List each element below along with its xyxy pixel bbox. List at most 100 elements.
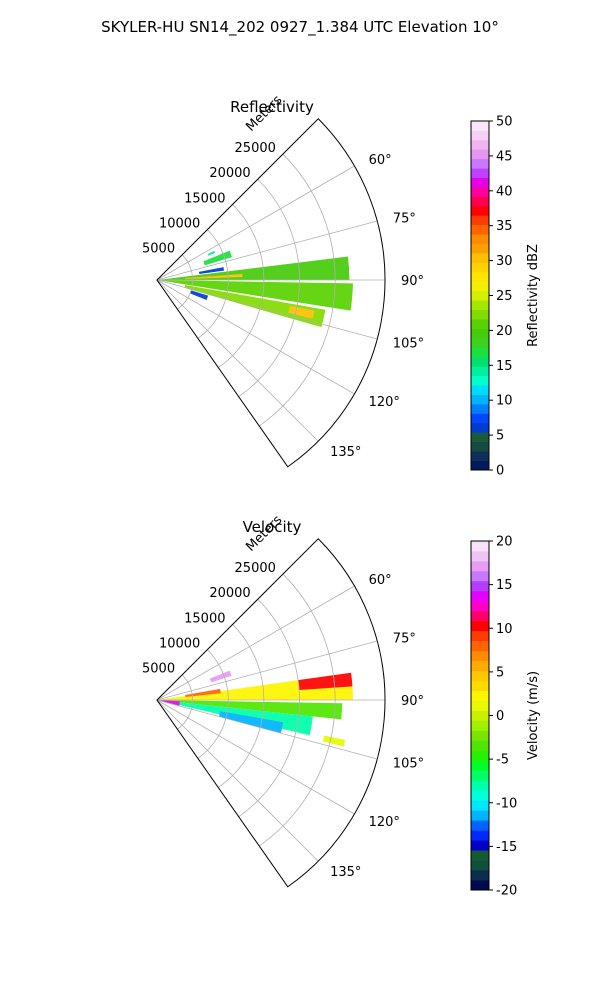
colorbar-swatch	[471, 168, 489, 178]
echo-band	[218, 711, 284, 734]
colorbar-swatch	[471, 441, 489, 452]
colorbar-swatch	[471, 403, 489, 414]
colorbar-tick-label: 5	[496, 429, 504, 444]
colorbar-swatch	[471, 177, 489, 188]
colorbar-swatch	[471, 730, 489, 741]
figure-title: SKYLER-HU SN14_202 0927_1.384 UTC Elevat…	[101, 18, 499, 37]
colorbar-swatch	[471, 850, 489, 861]
range-tick-label: 5000	[142, 662, 175, 677]
azimuth-tick-label: 120°	[369, 815, 400, 830]
azimuth-tick-label: 135°	[330, 445, 361, 460]
reflectivity-panel: Reflectivity500010000150002000025000Mete…	[142, 92, 541, 478]
range-tick-label: 25000	[235, 141, 276, 156]
sector-outline	[156, 118, 386, 468]
colorbar: -20 -15 -10 -5 0 5 10 15 20 Velocity (m/s)	[470, 535, 541, 899]
colorbar-tick-label: -10	[496, 796, 517, 811]
colorbar-swatch	[471, 309, 489, 320]
azimuth-gridline	[156, 585, 355, 701]
colorbar-tick-label: 20	[496, 535, 513, 550]
colorbar-swatch	[471, 750, 489, 761]
azimuth-tick-label: 60°	[369, 573, 392, 588]
colorbar-swatch	[471, 271, 489, 282]
colorbar-swatch	[471, 780, 489, 791]
colorbar-tick-label: 20	[496, 324, 513, 339]
colorbar-swatch	[471, 253, 489, 263]
range-ring	[258, 153, 336, 427]
colorbar-tick-label: 10	[496, 622, 513, 637]
subplot-title: Reflectivity	[230, 98, 314, 116]
colorbar-swatch	[471, 541, 489, 552]
colorbar-tick-label: 30	[496, 254, 513, 269]
azimuth-tick-label: 135°	[330, 865, 361, 880]
echo-band	[160, 256, 350, 280]
range-ring	[197, 229, 229, 339]
colorbar-label: Reflectivity dBZ	[526, 244, 541, 347]
colorbar-swatch	[471, 385, 489, 395]
velocity-panel: Velocity500010000150002000025000Meters60…	[142, 512, 541, 898]
colorbar-tick-label: 40	[496, 184, 513, 199]
azimuth-gridline	[156, 220, 378, 281]
echo-band	[160, 280, 353, 311]
azimuth-tick-label: 105°	[393, 757, 424, 772]
colorbar-swatch	[471, 394, 489, 405]
colorbar-swatch	[471, 830, 489, 841]
colorbar-swatch	[471, 670, 489, 681]
colorbar-tick-label: -5	[496, 753, 509, 768]
azimuth-tick-label: 105°	[393, 337, 424, 352]
colorbar-swatch	[471, 820, 489, 831]
range-tick-label: 25000	[235, 561, 276, 576]
colorbar-swatch	[471, 650, 489, 662]
colorbar-swatch	[471, 121, 489, 131]
azimuth-tick-label: 60°	[369, 153, 392, 168]
azimuth-tick-label: 75°	[393, 211, 416, 226]
azimuth-gridline	[156, 699, 319, 862]
colorbar-swatch	[471, 790, 489, 801]
colorbar-swatch	[471, 580, 489, 592]
range-ring	[218, 624, 265, 788]
azimuth-tick-label: 90°	[401, 274, 424, 289]
echo-band	[203, 250, 232, 266]
colorbar-swatch	[471, 413, 489, 424]
range-tick-label: 10000	[159, 637, 200, 652]
colorbar-swatch	[471, 243, 489, 254]
azimuth-tick-label: 90°	[401, 694, 424, 709]
colorbar-swatch	[471, 262, 489, 273]
colorbar-swatch	[471, 660, 489, 672]
range-ring	[197, 649, 229, 759]
colorbar-swatch	[471, 366, 489, 377]
colorbar-tick-label: 15	[496, 359, 513, 374]
range-tick-label: 10000	[159, 217, 200, 232]
colorbar-swatch	[471, 149, 489, 160]
range-ring	[258, 573, 336, 847]
colorbar-swatch	[471, 760, 489, 771]
colorbar-swatch	[471, 860, 489, 871]
range-ring	[177, 254, 194, 310]
colorbar-swatch	[471, 196, 489, 207]
echo-band	[209, 670, 232, 683]
colorbar-swatch	[471, 680, 489, 691]
colorbar: 0 5 10 15 20 25 30 35 40 45 50 Reflectivity dBZ	[470, 115, 541, 479]
colorbar-swatch	[471, 300, 489, 311]
azimuth-gridline	[156, 279, 355, 395]
colorbar-swatch	[471, 290, 489, 301]
azimuth-gridline	[156, 279, 319, 442]
azimuth-gridline	[156, 165, 355, 281]
azimuth-tick-label: 120°	[369, 395, 400, 410]
range-ring	[177, 674, 194, 730]
colorbar-tick-label: 0	[496, 709, 504, 724]
colorbar-swatch	[471, 610, 489, 622]
colorbar-swatch	[471, 215, 489, 226]
range-tick-label: 20000	[209, 166, 250, 181]
range-ring	[238, 178, 300, 398]
echo-band	[207, 250, 216, 256]
colorbar-swatch	[471, 432, 489, 443]
colorbar-tick-label: 45	[496, 149, 513, 164]
colorbar-swatch	[471, 187, 489, 197]
colorbar-swatch	[471, 328, 489, 339]
echo-band	[198, 267, 225, 275]
colorbar-tick-label: 10	[496, 394, 513, 409]
azimuth-tick-label: 75°	[393, 631, 416, 646]
colorbar-tick-label: 0	[496, 464, 504, 479]
colorbar-tick-label: 15	[496, 578, 513, 593]
